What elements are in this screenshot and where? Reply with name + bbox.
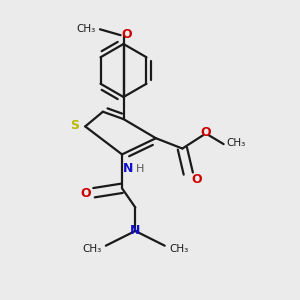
Text: CH₃: CH₃ (76, 24, 95, 34)
Text: O: O (80, 187, 91, 200)
Text: N: N (123, 162, 133, 175)
Text: CH₃: CH₃ (82, 244, 101, 254)
Text: N: N (130, 224, 140, 238)
Text: O: O (201, 126, 211, 139)
Text: O: O (121, 28, 132, 41)
Text: H: H (136, 164, 144, 173)
Text: O: O (191, 173, 202, 186)
Text: S: S (70, 119, 80, 132)
Text: CH₃: CH₃ (169, 244, 188, 254)
Text: CH₃: CH₃ (226, 138, 246, 148)
